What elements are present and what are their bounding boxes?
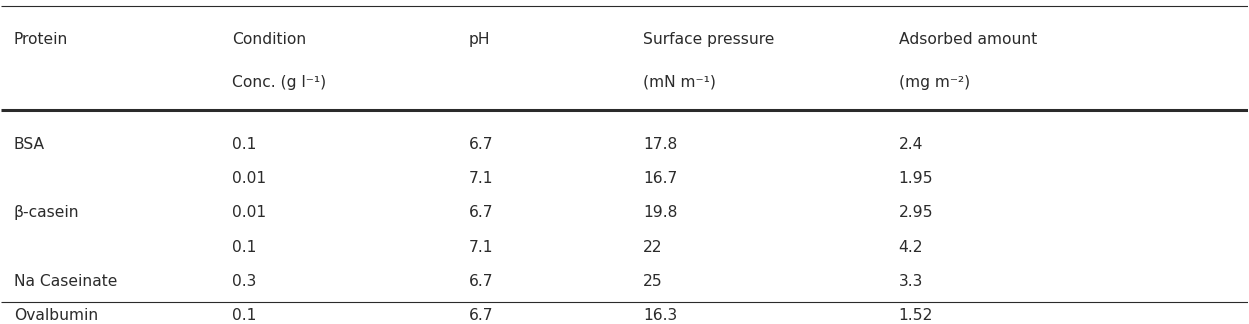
Text: 22: 22	[643, 239, 663, 255]
Text: 0.1: 0.1	[232, 239, 256, 255]
Text: Protein: Protein	[14, 32, 69, 47]
Text: 7.1: 7.1	[468, 239, 493, 255]
Text: 0.1: 0.1	[232, 137, 256, 152]
Text: 0.01: 0.01	[232, 205, 266, 220]
Text: 1.52: 1.52	[899, 308, 933, 323]
Text: Condition: Condition	[232, 32, 306, 47]
Text: 17.8: 17.8	[643, 137, 677, 152]
Text: 4.2: 4.2	[899, 239, 923, 255]
Text: 7.1: 7.1	[468, 171, 493, 186]
Text: 6.7: 6.7	[468, 274, 493, 289]
Text: Na Caseinate: Na Caseinate	[14, 274, 117, 289]
Text: 2.95: 2.95	[899, 205, 933, 220]
Text: (mg m⁻²): (mg m⁻²)	[899, 75, 969, 89]
Text: Adsorbed amount: Adsorbed amount	[899, 32, 1037, 47]
Text: 0.3: 0.3	[232, 274, 256, 289]
Text: (mN m⁻¹): (mN m⁻¹)	[643, 75, 716, 89]
Text: 16.3: 16.3	[643, 308, 677, 323]
Text: Ovalbumin: Ovalbumin	[14, 308, 99, 323]
Text: 16.7: 16.7	[643, 171, 677, 186]
Text: 0.01: 0.01	[232, 171, 266, 186]
Text: Conc. (g l⁻¹): Conc. (g l⁻¹)	[232, 75, 326, 89]
Text: 6.7: 6.7	[468, 308, 493, 323]
Text: pH: pH	[468, 32, 490, 47]
Text: 19.8: 19.8	[643, 205, 677, 220]
Text: 0.1: 0.1	[232, 308, 256, 323]
Text: 1.95: 1.95	[899, 171, 933, 186]
Text: Surface pressure: Surface pressure	[643, 32, 774, 47]
Text: 6.7: 6.7	[468, 205, 493, 220]
Text: 6.7: 6.7	[468, 137, 493, 152]
Text: BSA: BSA	[14, 137, 45, 152]
Text: β-casein: β-casein	[14, 205, 80, 220]
Text: 25: 25	[643, 274, 663, 289]
Text: 2.4: 2.4	[899, 137, 923, 152]
Text: 3.3: 3.3	[899, 274, 923, 289]
